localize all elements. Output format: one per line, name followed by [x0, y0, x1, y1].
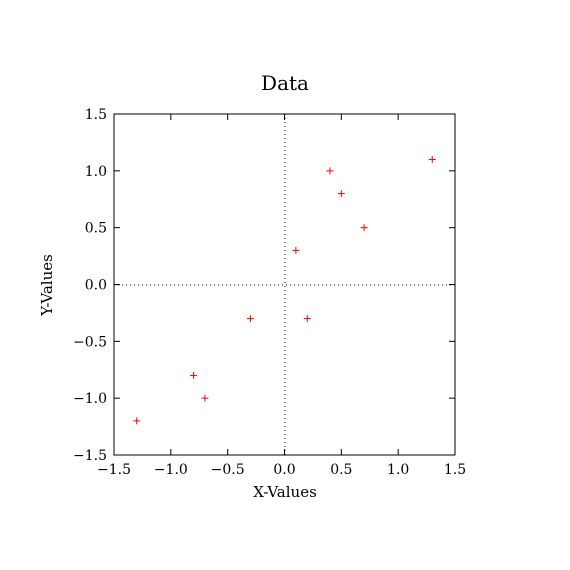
y-tick-label: 1.5 — [85, 107, 107, 123]
tick-marks — [113, 113, 456, 456]
plot-frame — [113, 113, 456, 456]
x-tick-label: 0.0 — [273, 462, 295, 478]
x-tick-label: −1.0 — [154, 462, 188, 478]
data-point — [303, 315, 311, 323]
data-point — [337, 190, 345, 198]
chart-title: Data — [261, 71, 309, 95]
data-point — [133, 417, 141, 425]
data-point — [360, 224, 368, 232]
y-tick-labels: −1.5 −1.0 −0.5 0.0 0.5 1.0 1.5 — [73, 107, 107, 464]
y-tick-label: 0.0 — [85, 278, 107, 294]
x-tick-label: 1.0 — [387, 462, 409, 478]
data-points — [133, 155, 436, 425]
x-tick-label: −1.5 — [97, 462, 131, 478]
y-tick-label: −1.5 — [73, 448, 107, 464]
x-tick-labels: −1.5 −1.0 −0.5 0.0 0.5 1.0 1.5 — [97, 462, 466, 478]
x-tick-label: 0.5 — [330, 462, 352, 478]
data-point — [201, 394, 209, 402]
y-tick-label: 0.5 — [85, 221, 107, 237]
data-point — [292, 246, 300, 254]
data-point — [428, 155, 436, 163]
data-point — [246, 315, 254, 323]
y-axis-label: Y-Values — [38, 254, 56, 317]
x-tick-label: −0.5 — [211, 462, 245, 478]
x-tick-label: 1.5 — [444, 462, 466, 478]
data-point — [190, 371, 198, 379]
y-tick-label: −1.0 — [73, 391, 107, 407]
y-tick-label: 1.0 — [85, 164, 107, 180]
data-point — [326, 167, 334, 175]
y-tick-label: −0.5 — [73, 334, 107, 350]
x-axis-label: X-Values — [253, 483, 317, 501]
